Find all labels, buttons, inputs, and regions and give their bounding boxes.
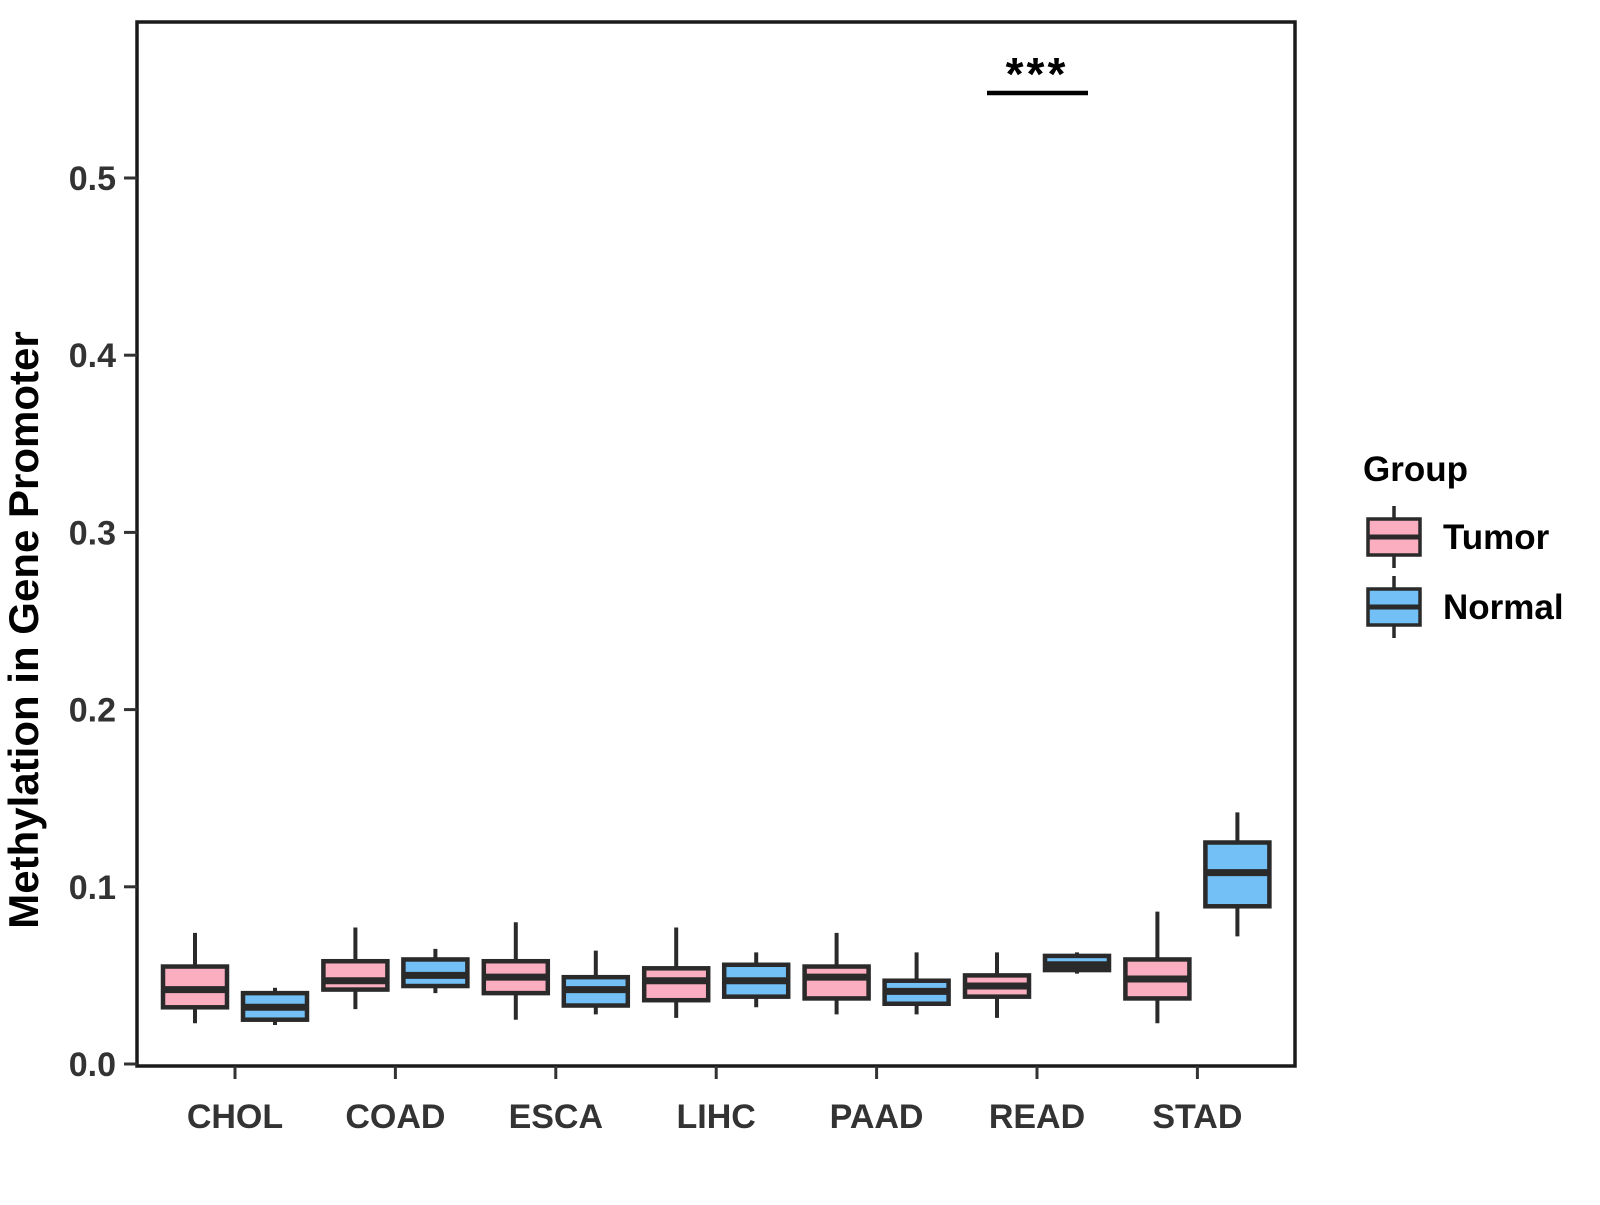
y-tick-label: 0.0 <box>69 1046 116 1084</box>
significance-annotation: *** <box>987 48 1088 100</box>
y-axis-title: Methylation in Gene Promoter <box>0 331 47 928</box>
box-COAD-Tumor-iqr <box>321 958 390 992</box>
y-tick-label: 0.4 <box>69 337 116 375</box>
box-LIHC-Tumor-iqr <box>641 966 711 1003</box>
legend-label-normal: Normal <box>1443 588 1564 627</box>
legend-label-tumor: Tumor <box>1443 518 1550 557</box>
x-tick-label-CHOL: CHOL <box>187 1098 283 1136</box>
box-PAAD-Tumor-iqr <box>802 964 871 1001</box>
legend-title: Group <box>1363 450 1468 489</box>
legend-key-normal-icon <box>1366 576 1422 638</box>
legend: Group Tumor Normal <box>1363 450 1564 638</box>
plot-panel-border <box>135 20 1297 1068</box>
legend-key-tumor-icon <box>1366 506 1422 568</box>
x-tick-label-LIHC: LIHC <box>677 1098 756 1136</box>
boxplot-layer: 0.0 0.1 0.2 0.3 0.4 0.5 CHOL COAD ESCA LIHC PAAD RE… <box>69 160 1272 1136</box>
y-tick-label: 0.1 <box>69 869 116 907</box>
y-tick-label: 0.3 <box>69 514 116 552</box>
y-tick-label: 0.5 <box>69 160 116 198</box>
x-tick-label-ESCA: ESCA <box>509 1098 603 1136</box>
significance-stars: *** <box>1006 48 1069 100</box>
x-tick-label-PAAD: PAAD <box>830 1098 924 1136</box>
x-tick-label-COAD: COAD <box>345 1098 445 1136</box>
x-tick-label-STAD: STAD <box>1152 1098 1242 1136</box>
y-tick-label: 0.2 <box>69 692 116 730</box>
x-tick-label-READ: READ <box>989 1098 1085 1136</box>
